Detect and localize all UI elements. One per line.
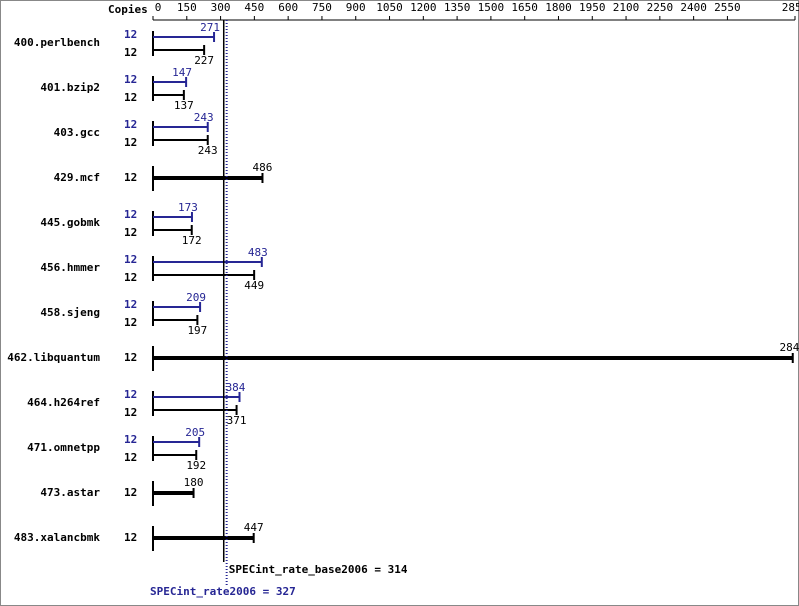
copies-label: 12 [124, 118, 137, 131]
x-tick-label: 2550 [714, 1, 741, 14]
copies-label: 12 [124, 91, 137, 104]
x-tick-label: 1050 [376, 1, 403, 14]
x-tick-label: 1800 [545, 1, 572, 14]
x-tick-label: 1500 [478, 1, 505, 14]
copies-label: 12 [124, 388, 137, 401]
reference-label: SPECint_rate_base2006 = 314 [229, 563, 408, 576]
copies-label: 12 [124, 271, 137, 284]
value-label: 173 [178, 201, 198, 214]
x-tick-label: 150 [177, 1, 197, 14]
benchmark-label: 464.h264ref [27, 396, 100, 409]
benchmark-label: 400.perlbench [14, 36, 100, 49]
x-tick-label: 2850 [782, 1, 799, 14]
benchmark-label: 403.gcc [54, 126, 100, 139]
benchmark-label: 401.bzip2 [40, 81, 100, 94]
copies-label: 12 [124, 433, 137, 446]
value-label: 483 [248, 246, 268, 259]
value-label: 147 [172, 66, 192, 79]
value-label: 243 [194, 111, 214, 124]
copies-label: 12 [124, 28, 137, 41]
value-label: 172 [182, 234, 202, 247]
x-tick-label: 300 [211, 1, 231, 14]
x-tick-label: 0 [155, 1, 162, 14]
copies-label: 12 [124, 208, 137, 221]
value-label: 205 [185, 426, 205, 439]
x-tick-label: 2250 [647, 1, 674, 14]
copies-header: Copies [108, 3, 148, 16]
x-tick-label: 600 [278, 1, 298, 14]
value-label: 371 [227, 414, 247, 427]
copies-label: 12 [124, 46, 137, 59]
value-label: 2840 [779, 341, 799, 354]
copies-label: 12 [124, 171, 137, 184]
benchmark-label: 462.libquantum [7, 351, 100, 364]
value-label: 243 [198, 144, 218, 157]
benchmark-label: 456.hmmer [40, 261, 100, 274]
copies-label: 12 [124, 136, 137, 149]
value-label: 447 [244, 521, 264, 534]
x-tick-label: 1650 [511, 1, 538, 14]
x-tick-label: 750 [312, 1, 332, 14]
value-label: 192 [186, 459, 206, 472]
x-tick-label: 2100 [613, 1, 640, 14]
value-label: 180 [184, 476, 204, 489]
x-tick-label: 450 [244, 1, 264, 14]
value-label: 271 [200, 21, 220, 34]
copies-label: 12 [124, 298, 137, 311]
x-tick-label: 1350 [444, 1, 471, 14]
copies-label: 12 [124, 451, 137, 464]
copies-label: 12 [124, 226, 137, 239]
benchmark-label: 458.sjeng [40, 306, 100, 319]
benchmark-label: 471.omnetpp [27, 441, 100, 454]
value-label: 137 [174, 99, 194, 112]
copies-label: 12 [124, 531, 137, 544]
x-tick-label: 2400 [680, 1, 707, 14]
x-tick-label: 900 [346, 1, 366, 14]
value-label: 449 [244, 279, 264, 292]
value-label: 197 [187, 324, 207, 337]
x-tick-label: 1200 [410, 1, 437, 14]
value-label: 486 [253, 161, 273, 174]
benchmark-label: 473.astar [40, 486, 100, 499]
value-label: 384 [226, 381, 246, 394]
copies-label: 12 [124, 253, 137, 266]
copies-label: 12 [124, 73, 137, 86]
x-tick-label: 1950 [579, 1, 606, 14]
benchmark-label: 429.mcf [54, 171, 100, 184]
copies-label: 12 [124, 316, 137, 329]
benchmark-label: 483.xalancbmk [14, 531, 100, 544]
copies-label: 12 [124, 486, 137, 499]
value-label: 227 [194, 54, 214, 67]
benchmark-label: 445.gobmk [40, 216, 100, 229]
value-label: 209 [186, 291, 206, 304]
reference-label: SPECint_rate2006 = 327 [150, 585, 296, 598]
copies-label: 12 [124, 406, 137, 419]
copies-label: 12 [124, 351, 137, 364]
